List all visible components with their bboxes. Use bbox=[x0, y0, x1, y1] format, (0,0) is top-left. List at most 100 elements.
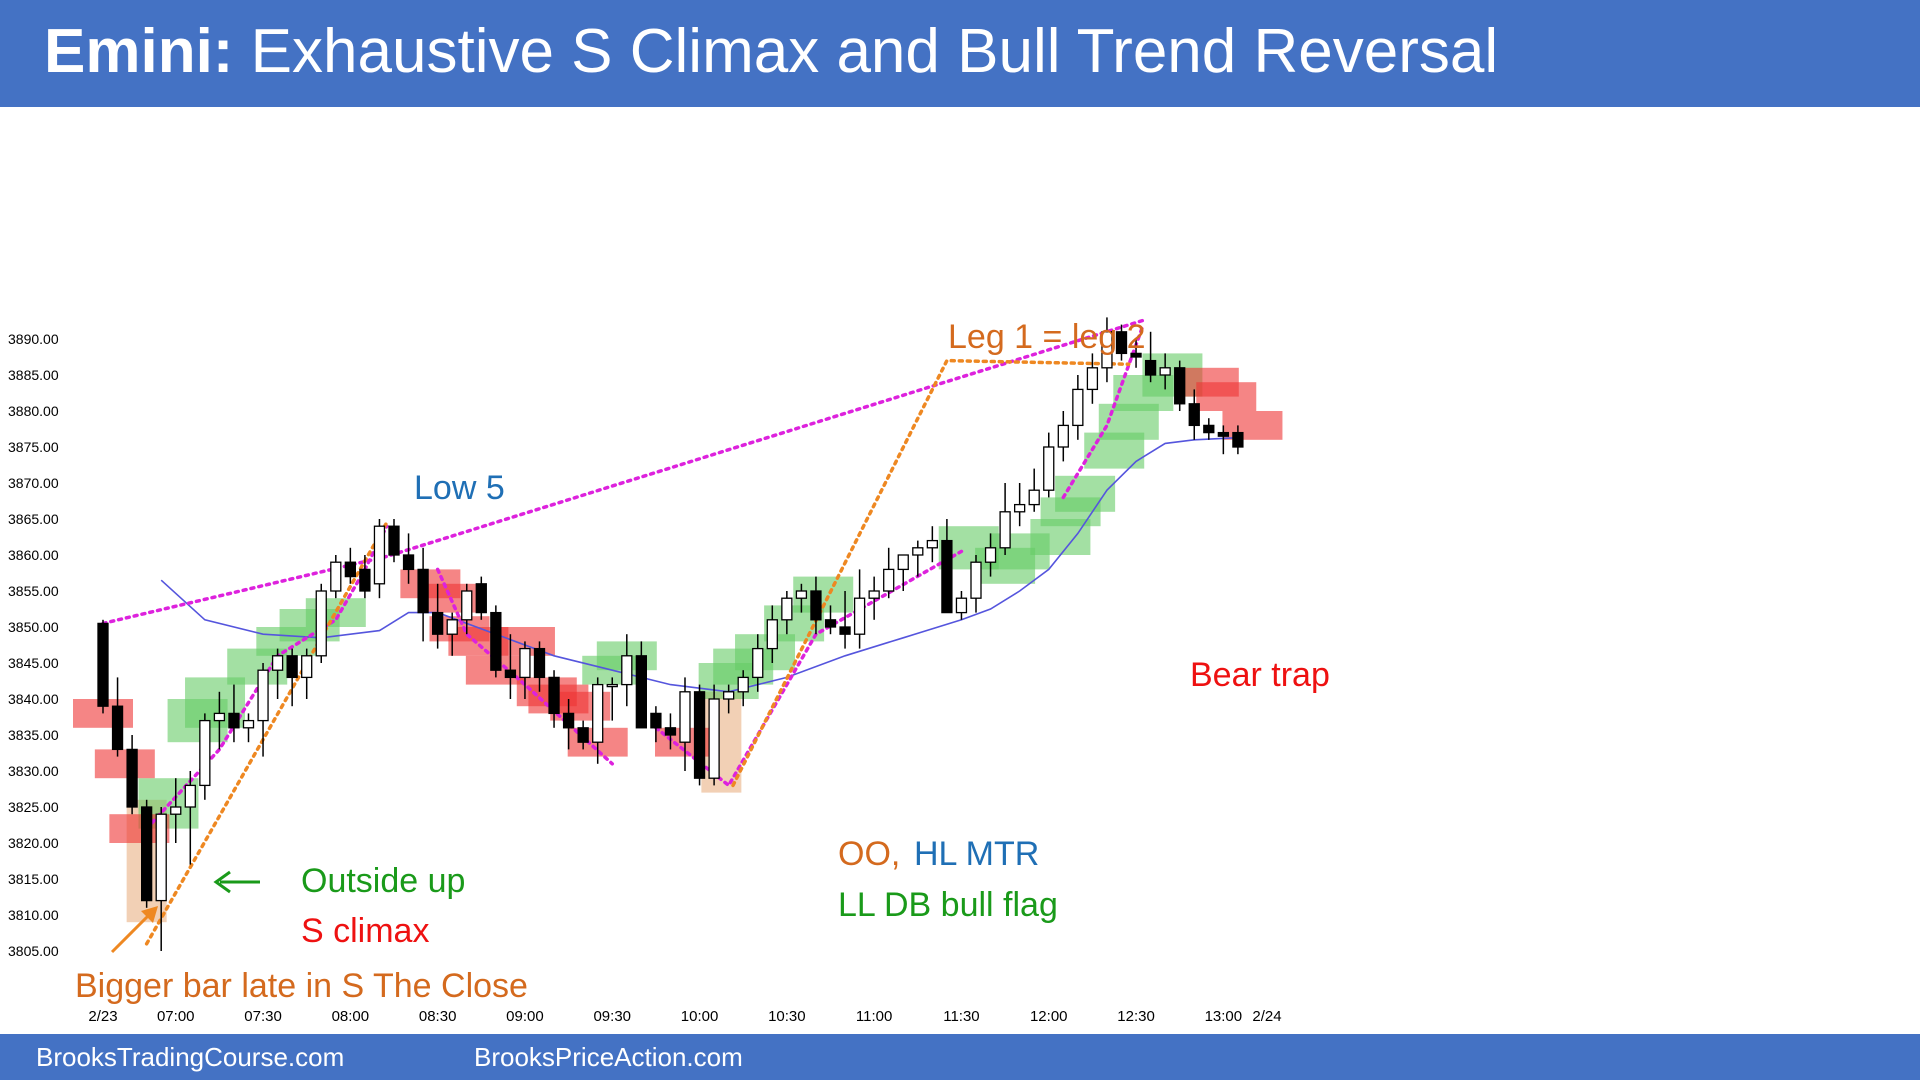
x-tick-label: 11:30 bbox=[943, 1008, 979, 1025]
candle-body bbox=[126, 748, 138, 808]
candle-body bbox=[883, 568, 895, 592]
annotation-leg-equality: Leg 1 = leg 2 bbox=[948, 318, 1146, 356]
page-title: Emini: Exhaustive S Climax and Bull Tren… bbox=[44, 12, 1498, 92]
y-tick-label: 3825.00 bbox=[8, 799, 59, 815]
candle-body bbox=[592, 683, 604, 743]
candle-body bbox=[955, 597, 968, 614]
candle-body bbox=[1174, 367, 1186, 405]
annotation-low5: Low 5 bbox=[414, 469, 505, 507]
candle-body bbox=[446, 619, 458, 635]
candle-body bbox=[562, 712, 575, 729]
y-tick-label: 3835.00 bbox=[8, 727, 59, 743]
candle-body bbox=[1028, 489, 1040, 506]
candle-body bbox=[402, 554, 415, 571]
price-chart: 3890.00 3885.00 3880.00 3875.00 3870.00 3865.… bbox=[8, 317, 1330, 1025]
candle-body bbox=[111, 705, 124, 751]
candle-body bbox=[1203, 424, 1215, 434]
title-prefix: Emini: bbox=[44, 17, 234, 86]
candle-body bbox=[912, 547, 924, 556]
y-tick-label: 3880.00 bbox=[8, 403, 59, 419]
y-tick-label: 3865.00 bbox=[8, 511, 59, 527]
candle-body bbox=[737, 676, 749, 693]
y-tick-label: 3845.00 bbox=[8, 655, 59, 671]
y-tick-label: 3890.00 bbox=[8, 331, 59, 347]
candle-body bbox=[315, 590, 327, 657]
candle-body bbox=[475, 583, 487, 614]
annotation-bear-trap: Bear trap bbox=[1190, 656, 1330, 694]
candle-body bbox=[388, 525, 400, 556]
candle-body bbox=[286, 655, 298, 679]
candle-body bbox=[606, 683, 618, 688]
x-tick-label: 13:00 bbox=[1205, 1008, 1243, 1025]
candle-body bbox=[781, 597, 793, 621]
candle-body bbox=[431, 611, 444, 635]
footer-bar bbox=[0, 1034, 1920, 1080]
candle-body bbox=[1115, 331, 1128, 355]
candle-body bbox=[577, 727, 589, 743]
candle-body bbox=[1217, 431, 1229, 437]
candle-body bbox=[548, 676, 560, 715]
x-tick-label: 12:00 bbox=[1030, 1008, 1068, 1025]
candle-body bbox=[766, 619, 778, 650]
candle-body bbox=[984, 547, 997, 563]
y-tick-label: 3815.00 bbox=[8, 871, 59, 887]
candle-body bbox=[228, 712, 240, 729]
candle-body bbox=[1144, 359, 1157, 376]
candle-body bbox=[970, 561, 982, 599]
candle-body bbox=[679, 691, 691, 743]
y-tick-label: 3830.00 bbox=[8, 763, 59, 779]
bear-highlight-box bbox=[1196, 382, 1257, 411]
candle-body bbox=[664, 727, 677, 736]
candle-body bbox=[1130, 352, 1142, 358]
y-tick-label: 3855.00 bbox=[8, 583, 59, 599]
x-tick-label: 2/24 bbox=[1252, 1008, 1281, 1025]
x-tick-label: 10:30 bbox=[768, 1008, 806, 1025]
candle-body bbox=[941, 539, 953, 614]
candle-body bbox=[795, 590, 808, 599]
x-tick-label: 09:00 bbox=[506, 1008, 544, 1025]
candle-body bbox=[1159, 367, 1171, 376]
candle-body bbox=[344, 561, 357, 578]
orange-measured-move-line bbox=[731, 358, 1131, 788]
candle-body bbox=[170, 806, 182, 815]
candle-body bbox=[650, 712, 662, 729]
orange-measured-move-line bbox=[144, 520, 389, 946]
candle-body bbox=[1188, 403, 1200, 427]
candle-body bbox=[359, 568, 371, 592]
candle-body bbox=[533, 647, 546, 679]
candle-body bbox=[1057, 424, 1069, 448]
y-tick-label: 3860.00 bbox=[8, 547, 59, 563]
magenta-trendline bbox=[101, 318, 1146, 626]
annotation-ll-db-bull-flag: LL DB bull flag bbox=[838, 886, 1058, 924]
arrow-outside-up-head bbox=[213, 870, 231, 894]
candle-body bbox=[1101, 331, 1113, 369]
candlestick-layer bbox=[97, 317, 1244, 951]
bull-highlight-box bbox=[305, 598, 366, 627]
candle-body bbox=[490, 611, 502, 671]
y-tick-label: 3870.00 bbox=[8, 475, 59, 491]
y-tick-label: 3885.00 bbox=[8, 367, 59, 383]
candle-body bbox=[257, 669, 269, 722]
candle-body bbox=[417, 568, 429, 614]
candle-body bbox=[519, 647, 531, 679]
candle-body bbox=[97, 622, 109, 707]
candle-body bbox=[999, 511, 1011, 549]
candle-body bbox=[752, 647, 764, 679]
candle-body bbox=[635, 655, 647, 729]
axes-layer: 3890.00 3885.00 3880.00 3875.00 3870.00 3865.… bbox=[8, 331, 1282, 1025]
footer-link-trading-course[interactable]: BrooksTradingCourse.com bbox=[36, 1042, 345, 1072]
candle-body bbox=[330, 561, 342, 592]
annotation-bigger-bar: Bigger bar late in S The Close bbox=[75, 967, 528, 1005]
annotation-outside-up: Outside up bbox=[301, 862, 465, 900]
candle-body bbox=[708, 698, 720, 779]
candle-body bbox=[1072, 388, 1084, 427]
candle-body bbox=[810, 590, 822, 621]
bear-highlight-box bbox=[1222, 411, 1283, 440]
candle-body bbox=[839, 626, 851, 635]
candle-body bbox=[621, 655, 633, 686]
footer-link-price-action[interactable]: BrooksPriceAction.com bbox=[474, 1042, 743, 1072]
candle-body bbox=[926, 539, 938, 549]
candle-body bbox=[693, 691, 706, 779]
candle-body bbox=[461, 590, 473, 621]
y-tick-label: 3850.00 bbox=[8, 619, 59, 635]
